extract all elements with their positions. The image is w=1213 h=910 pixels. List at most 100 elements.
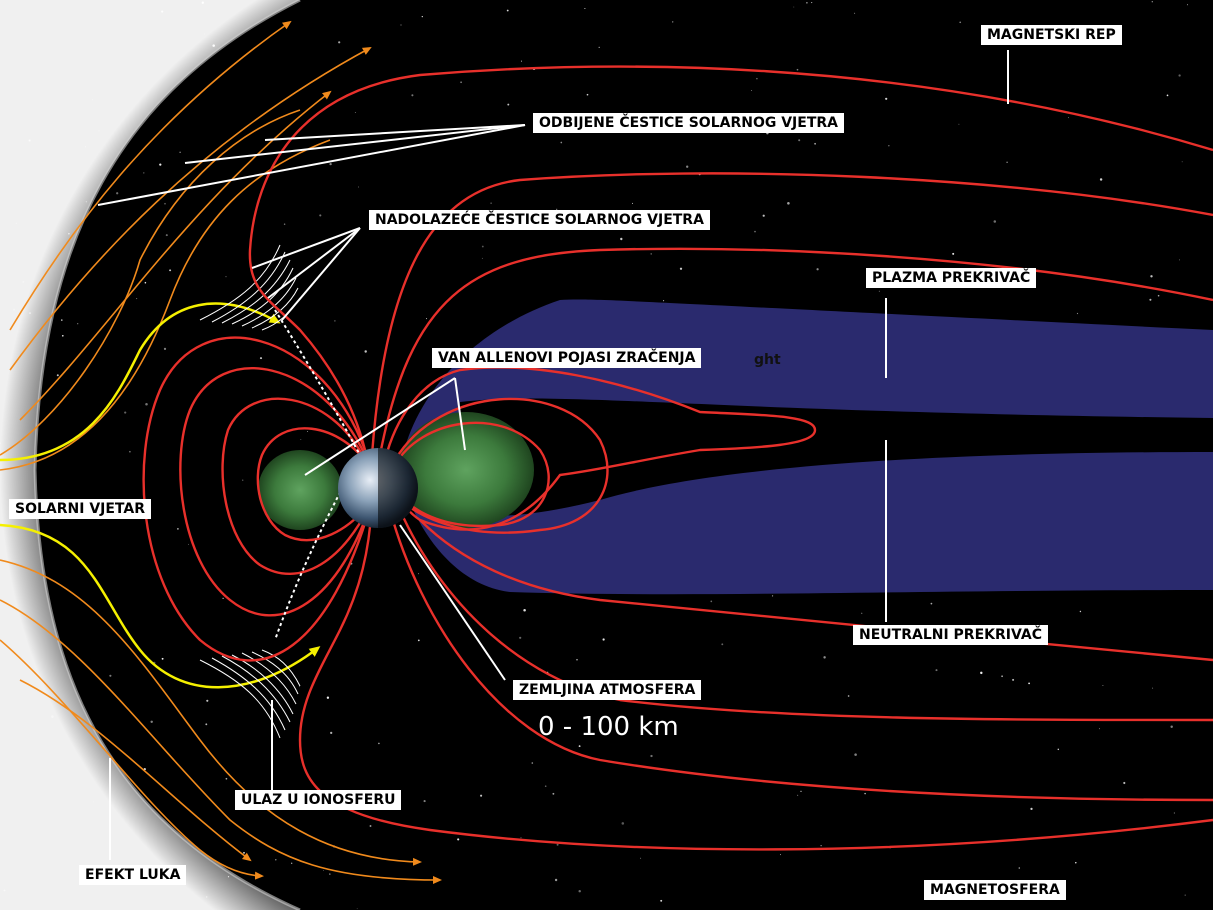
star [523, 608, 526, 612]
star [1028, 682, 1031, 685]
pointer-lines [97, 50, 1009, 860]
star [299, 686, 300, 688]
star [161, 657, 164, 660]
star [787, 202, 790, 205]
star [358, 186, 359, 188]
star [796, 68, 799, 71]
star [124, 411, 127, 414]
star [1150, 275, 1153, 278]
star [169, 269, 172, 272]
star [22, 280, 25, 283]
star [507, 103, 510, 106]
star [129, 450, 131, 453]
star [61, 319, 63, 321]
star [762, 214, 765, 217]
star [1057, 748, 1060, 751]
star [1006, 161, 1008, 164]
star [847, 695, 850, 697]
star [13, 308, 16, 311]
star [650, 754, 653, 758]
star [663, 300, 665, 302]
star [291, 862, 293, 864]
atmosphere-label: ZEMLJINA ATMOSFERA [513, 680, 702, 700]
star [640, 857, 642, 859]
star [1173, 812, 1176, 814]
star [521, 60, 522, 62]
star [1181, 161, 1183, 163]
star [1076, 312, 1079, 315]
star [800, 790, 802, 792]
star [1079, 610, 1082, 613]
star [602, 638, 605, 641]
bow-shock-label: EFEKT LUKA [79, 865, 187, 885]
star [143, 172, 145, 174]
star [864, 792, 866, 795]
star [797, 794, 799, 796]
star [369, 825, 372, 827]
star [334, 320, 336, 322]
star [1151, 1, 1153, 3]
star [481, 257, 483, 259]
star [164, 202, 166, 205]
star [806, 1, 808, 4]
star [1030, 807, 1033, 811]
star [958, 123, 960, 125]
star [85, 146, 86, 148]
solar-wind-lines [0, 20, 442, 884]
star [721, 643, 724, 646]
star [621, 822, 625, 825]
star [3, 889, 6, 892]
star [816, 268, 819, 271]
star [206, 699, 209, 702]
star [598, 46, 600, 49]
star [686, 165, 689, 168]
star [201, 1, 204, 4]
star [519, 636, 522, 639]
star [556, 843, 559, 846]
star [423, 800, 426, 803]
neutral-sheet-gap [455, 398, 1213, 516]
star [400, 24, 402, 26]
star [225, 276, 227, 278]
star [326, 696, 330, 699]
star [632, 202, 633, 204]
magnetosphere-label: MAGNETOSFERA [924, 880, 1066, 900]
star [356, 908, 358, 910]
star [560, 141, 563, 144]
star [91, 99, 94, 101]
star [861, 612, 863, 614]
van-allen-belt-right [398, 412, 534, 528]
star [0, 442, 2, 445]
star [1099, 178, 1103, 181]
star [300, 439, 302, 440]
star [481, 245, 484, 248]
star [520, 837, 522, 839]
star [679, 267, 683, 270]
stray-text-fragment: ght [754, 352, 781, 368]
star [330, 731, 333, 735]
star [584, 7, 586, 10]
star [159, 163, 162, 166]
star [1184, 894, 1186, 896]
star [531, 762, 534, 764]
star [586, 93, 589, 96]
star [480, 794, 483, 797]
star [426, 318, 428, 320]
star [323, 869, 324, 871]
star [378, 742, 380, 745]
star [364, 350, 367, 353]
star [460, 81, 462, 84]
star [578, 745, 581, 748]
star [275, 859, 277, 861]
star [319, 214, 322, 217]
bow-shock-edge [33, 0, 301, 910]
star [854, 753, 857, 756]
star [544, 785, 547, 787]
star [1123, 781, 1126, 785]
star [756, 77, 758, 80]
star [338, 41, 341, 44]
star [188, 543, 189, 545]
magnetic-field-lines [142, 65, 1213, 851]
van-allen-label: VAN ALLENOVI POJASI ZRAČENJA [432, 348, 702, 368]
